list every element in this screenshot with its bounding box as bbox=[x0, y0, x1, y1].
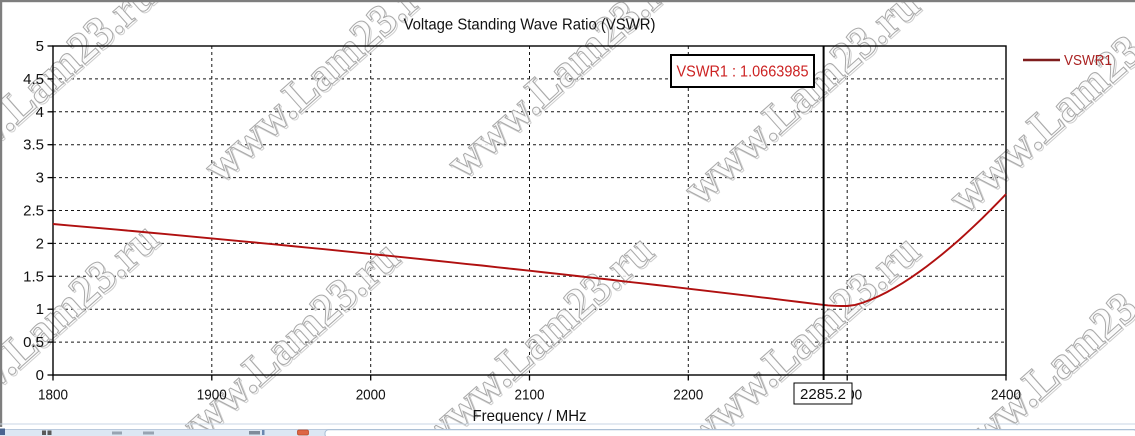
svg-text:VSWR1 : 1.0663985: VSWR1 : 1.0663985 bbox=[677, 64, 809, 81]
svg-text:2200: 2200 bbox=[673, 387, 703, 404]
svg-text:3.5: 3.5 bbox=[23, 137, 44, 154]
svg-text:1800: 1800 bbox=[38, 387, 68, 404]
svg-text:5: 5 bbox=[36, 38, 44, 55]
svg-text:1900: 1900 bbox=[197, 387, 227, 404]
svg-text:Frequency / MHz: Frequency / MHz bbox=[473, 408, 587, 425]
svg-text:1: 1 bbox=[36, 301, 44, 318]
svg-text:2000: 2000 bbox=[356, 387, 386, 404]
svg-text:0.5: 0.5 bbox=[23, 334, 44, 351]
svg-text:3: 3 bbox=[36, 170, 44, 187]
svg-text:0: 0 bbox=[36, 367, 44, 384]
svg-text:2100: 2100 bbox=[515, 387, 545, 404]
svg-text:2400: 2400 bbox=[991, 387, 1021, 404]
svg-text:4: 4 bbox=[36, 104, 44, 121]
svg-text:2: 2 bbox=[36, 235, 44, 252]
svg-text:4.5: 4.5 bbox=[23, 71, 44, 88]
svg-text:2285.2: 2285.2 bbox=[800, 386, 846, 403]
svg-text:Voltage Standing Wave Ratio (V: Voltage Standing Wave Ratio (VSWR) bbox=[404, 17, 656, 34]
svg-text:1.5: 1.5 bbox=[23, 268, 44, 285]
svg-text:VSWR1: VSWR1 bbox=[1064, 52, 1112, 69]
svg-text:2.5: 2.5 bbox=[23, 203, 44, 220]
